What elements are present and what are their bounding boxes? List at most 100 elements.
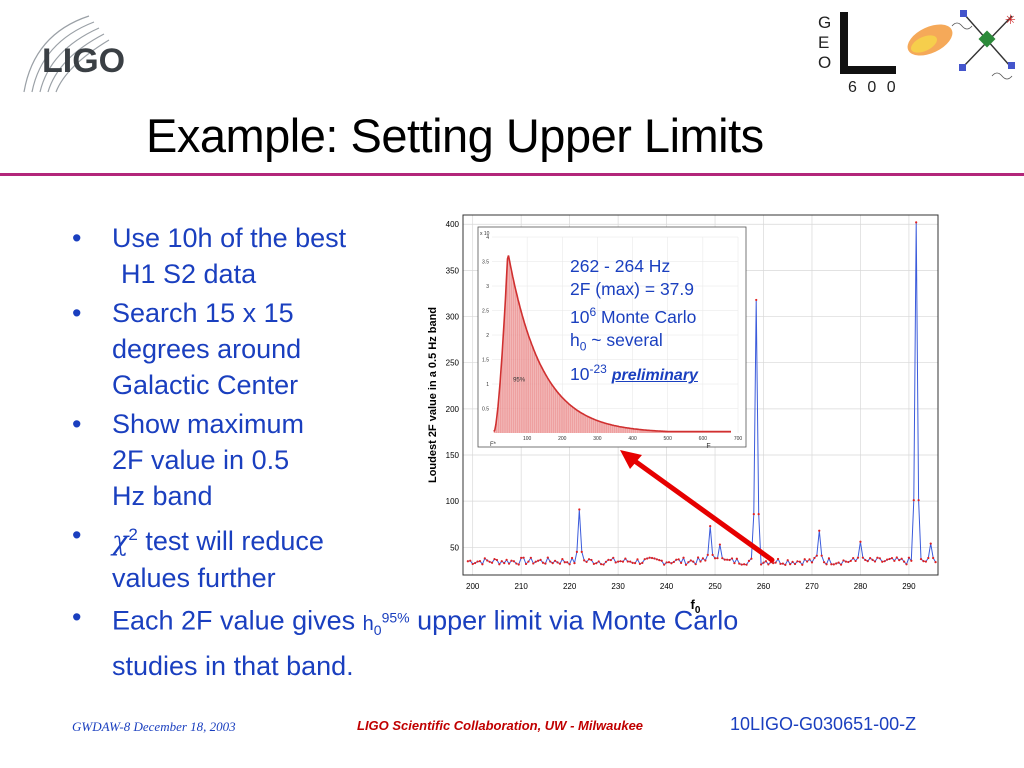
- series-point: [481, 563, 484, 566]
- main-series-markers: [466, 221, 937, 566]
- series-point: [740, 563, 743, 566]
- series-point: [818, 529, 821, 532]
- inset-y-tick-label: 1: [486, 382, 489, 388]
- bullet-line: χ2 test will reduce: [112, 517, 422, 560]
- series-point: [629, 560, 632, 563]
- note-line: 262 - 264 Hz: [570, 256, 671, 276]
- inset-x-tick-label: 200: [558, 436, 567, 442]
- series-point: [503, 562, 506, 565]
- y-tick-label: 250: [446, 359, 460, 368]
- chi-line-text: test will reduce: [137, 526, 324, 556]
- x-tick-label: 210: [514, 582, 528, 591]
- note-base: h: [570, 329, 580, 350]
- series-point: [583, 559, 586, 562]
- series-point: [578, 508, 581, 511]
- series-point: [837, 561, 840, 564]
- bullet-line: Show maximum: [112, 409, 305, 439]
- series-point: [750, 557, 753, 560]
- series-point: [631, 561, 634, 564]
- series-point: [864, 558, 867, 562]
- series-point: [653, 557, 656, 560]
- series-point: [684, 563, 688, 566]
- series-point: [861, 556, 864, 559]
- series-point: [604, 560, 608, 563]
- series-point: [890, 556, 894, 560]
- series-point: [534, 560, 537, 563]
- series-point: [905, 563, 908, 566]
- series-point: [730, 557, 734, 560]
- inset-y-tick-label: 2: [486, 333, 489, 339]
- series-point: [745, 563, 748, 566]
- x-tick-label: 230: [611, 582, 625, 591]
- series-point: [893, 559, 896, 562]
- main-chart-x-label: f0: [691, 597, 701, 616]
- series-point: [680, 561, 683, 564]
- bullet-item-data: • Use 10h of the best H1 S2 data: [66, 220, 422, 292]
- series-point: [600, 563, 603, 566]
- series-point: [597, 560, 600, 563]
- series-point: [806, 560, 809, 563]
- bullet-item-search: • Search 15 x 15 degrees around Galactic…: [66, 295, 422, 403]
- series-point: [716, 557, 719, 560]
- series-point: [568, 563, 571, 566]
- series-point: [532, 562, 535, 565]
- series-point: [810, 561, 814, 564]
- series-point: [934, 561, 937, 564]
- series-point: [696, 556, 700, 559]
- note-sup: 6: [589, 305, 597, 319]
- series-point: [512, 560, 515, 563]
- series-point: [682, 556, 685, 559]
- series-point: [738, 562, 741, 565]
- inset-x-tick-label: 600: [699, 436, 708, 442]
- series-point: [822, 561, 826, 564]
- series-point: [847, 560, 850, 564]
- series-point: [764, 560, 768, 563]
- series-point: [827, 557, 831, 560]
- footer-doc-id: 10LIGO-G030651-00-Z: [730, 714, 917, 734]
- series-point: [774, 561, 777, 564]
- series-point: [881, 560, 884, 563]
- series-point: [592, 562, 595, 565]
- h0-subscript: 0: [373, 621, 382, 638]
- bullet-line: Galactic Center: [112, 370, 299, 400]
- series-point: [747, 559, 751, 562]
- series-point: [924, 560, 927, 563]
- inset-note: 262 - 264 Hz 2F (max) = 37.9 106 Monte C…: [570, 255, 750, 387]
- series-point: [556, 561, 559, 564]
- note-rest: Monte Carlo: [596, 306, 697, 327]
- bullet-line: Search 15 x 15: [112, 298, 294, 328]
- y-tick-label: 350: [446, 266, 460, 275]
- series-point: [650, 556, 654, 560]
- series-point: [585, 560, 588, 563]
- inset-y-tick-label: 1.5: [482, 358, 489, 364]
- red-arrow: [620, 450, 775, 563]
- geo-interferometer-graphic: ✳: [907, 10, 1016, 80]
- inset-y-tick-label: 2.5: [482, 309, 489, 315]
- inset-y-tick-label: 3: [486, 284, 489, 290]
- note-line: h0 ~ several: [570, 329, 750, 359]
- x-tick-label: 200: [466, 582, 480, 591]
- series-point: [541, 561, 545, 564]
- x-tick-label: 280: [854, 582, 868, 591]
- series-point: [646, 557, 649, 560]
- series-point: [704, 559, 707, 562]
- series-point: [784, 563, 787, 566]
- series-point: [883, 560, 886, 563]
- bullet-item-maximum: • Show maximum 2F value in 0.5 Hz band: [66, 406, 422, 514]
- bullet-list: • Use 10h of the best H1 S2 data • Searc…: [66, 220, 966, 687]
- series-point: [587, 558, 591, 561]
- series-point: [886, 558, 889, 561]
- geo-600-text: 6 0 0: [848, 79, 899, 96]
- series-point: [711, 553, 714, 556]
- series-point: [483, 557, 486, 560]
- series-point: [687, 561, 690, 564]
- series-point: [808, 558, 811, 561]
- series-point: [803, 558, 806, 561]
- series-point: [713, 557, 717, 560]
- series-point: [820, 554, 823, 557]
- main-chart-x-ticks: 200 210 220 230 240 250 260 270 280 290: [466, 582, 916, 591]
- series-point: [648, 556, 651, 559]
- series-point: [522, 556, 525, 559]
- bullet-line: degrees around: [112, 334, 302, 364]
